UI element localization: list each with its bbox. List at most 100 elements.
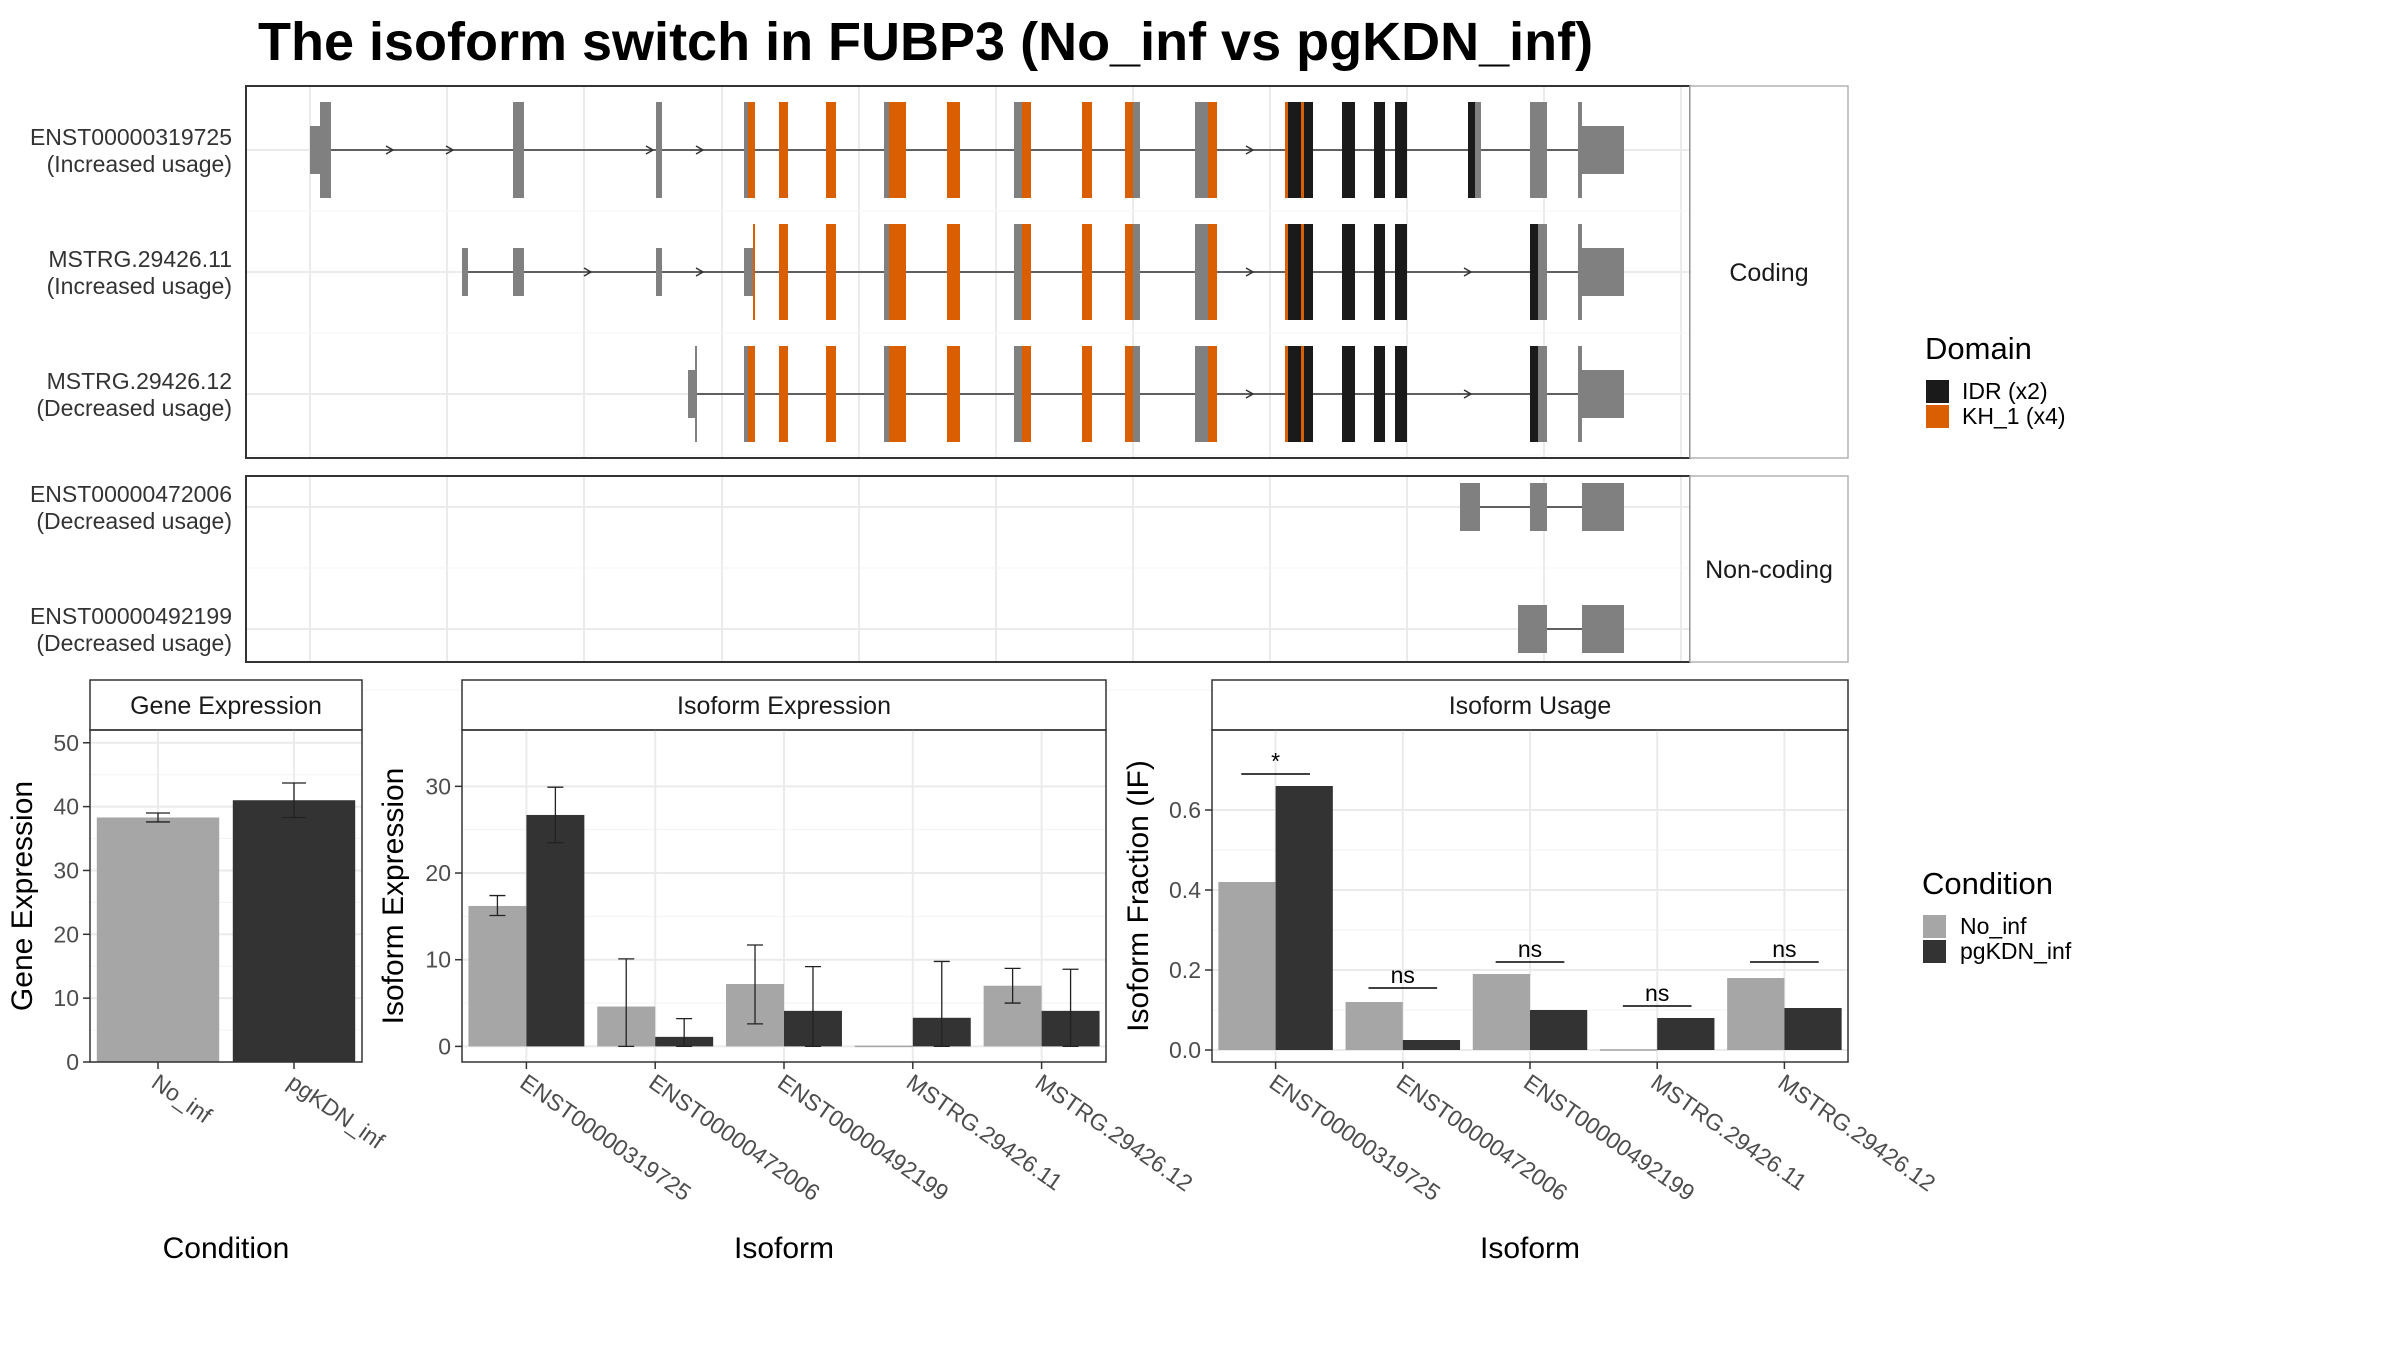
- legend-label: KH_1 (x4): [1962, 403, 2066, 429]
- exon-utr: [1530, 483, 1547, 531]
- transcript-id-label: MSTRG.29426.11: [48, 246, 232, 272]
- domain-idr: [1288, 346, 1301, 442]
- panel-strip: [1689, 85, 1849, 459]
- facet-strip-title: Isoform Expression: [677, 692, 891, 720]
- y-tick-label: 0: [66, 1049, 79, 1075]
- transcript-usage-label: (Increased usage): [47, 151, 232, 177]
- legend-swatch: [1926, 405, 1949, 428]
- exon-utr: [1133, 346, 1140, 442]
- domain-kh1: [1082, 102, 1092, 198]
- domain-idr: [1395, 224, 1407, 320]
- direction-chevron: [385, 145, 395, 155]
- y-tick-label: 30: [425, 773, 451, 799]
- domain-kh1: [779, 102, 788, 198]
- legend-label: No_inf: [1960, 913, 2027, 939]
- y-tick-label: 10: [425, 947, 451, 973]
- bar-pgKDN_inf: [232, 800, 356, 1062]
- domain-kh1: [779, 224, 788, 320]
- facet-strip: [461, 679, 1107, 731]
- bar-MSTRG.29426.12-pgKDN_inf: [1784, 1008, 1842, 1050]
- domain-kh1: [1301, 102, 1304, 198]
- domain-kh1: [753, 224, 755, 320]
- exon-utr: [1133, 224, 1140, 320]
- x-axis-title: Isoform: [1480, 1232, 1580, 1265]
- exon-utr: [320, 102, 331, 198]
- exon-utr: [884, 102, 889, 198]
- facet-strip: [1211, 679, 1849, 731]
- bar-MSTRG.29426.11-pgKDN_inf: [1657, 1018, 1715, 1050]
- legend-label: IDR (x2): [1962, 378, 2048, 404]
- y-tick-label: 30: [53, 857, 79, 883]
- exon-utr: [1195, 102, 1208, 198]
- domain-kh1: [779, 346, 788, 442]
- y-tick-label: 20: [53, 921, 79, 947]
- exon-utr: [1014, 346, 1022, 442]
- direction-chevron: [445, 145, 455, 155]
- direction-chevron: [1463, 267, 1473, 277]
- exon-utr: [1578, 224, 1582, 320]
- exon-utr: [1195, 346, 1208, 442]
- domain-kh1: [1285, 224, 1288, 320]
- transcript-id-label: ENST00000319725: [30, 124, 232, 150]
- domain-kh1: [1301, 224, 1304, 320]
- exon-utr: [744, 248, 753, 296]
- transcript-usage-label: (Decreased usage): [36, 630, 232, 656]
- domain-kh1: [1208, 346, 1217, 442]
- exon-utr: [1518, 605, 1547, 653]
- exon-utr: [1538, 346, 1547, 442]
- bar-ENST00000319725-pgKDN_inf: [526, 814, 585, 1047]
- domain-idr: [1304, 224, 1313, 320]
- domain-idr: [1342, 224, 1355, 320]
- domain-idr: [1468, 102, 1475, 198]
- legend-label: pgKDN_inf: [1960, 938, 2072, 964]
- direction-chevron: [1245, 267, 1255, 277]
- domain-kh1: [1125, 102, 1133, 198]
- domain-idr: [1530, 346, 1538, 442]
- exon-utr: [1582, 605, 1624, 653]
- exon-utr: [1578, 102, 1582, 198]
- domain-kh1: [1082, 224, 1092, 320]
- transcript-id-label: ENST00000472006: [30, 481, 232, 507]
- transcript-structure-plot: ENST00000319725(Increased usage) MSTRG.29…: [30, 85, 1849, 691]
- direction-chevron: [695, 145, 705, 155]
- domain-idr: [1395, 346, 1407, 442]
- x-tick-label: pgKDN_inf: [283, 1069, 390, 1154]
- exon-utr: [462, 248, 468, 296]
- exon-utr: [1582, 483, 1624, 531]
- domain-kh1: [1208, 224, 1217, 320]
- y-tick-label: 50: [53, 730, 79, 756]
- bar-ENST00000472006-No_inf: [1345, 1002, 1403, 1050]
- domain-kh1: [947, 346, 960, 442]
- facet-strip-title: Gene Expression: [130, 692, 322, 720]
- figure-title: The isoform switch in FUBP3 (No_inf vs p…: [258, 12, 1593, 72]
- facet-strip: [89, 679, 363, 731]
- exon-utr: [513, 102, 524, 198]
- significance-label: *: [1271, 748, 1280, 774]
- exon-utr: [1475, 102, 1481, 198]
- exon-utr: [513, 248, 524, 296]
- domain-kh1: [1208, 102, 1217, 198]
- transcript-usage-label: (Decreased usage): [36, 508, 232, 534]
- y-tick-label: 0: [438, 1033, 451, 1059]
- domain-idr: [1374, 102, 1385, 198]
- y-axis-title: Isoform Expression: [377, 768, 410, 1025]
- transcript-ENST00000492199: ENST00000492199(Decreased usage): [30, 603, 1624, 656]
- exon-utr: [688, 370, 695, 418]
- transcript-MSTRG.29426.12: MSTRG.29426.12(Decreased usage): [36, 346, 1624, 442]
- exon-utr: [1582, 126, 1624, 174]
- domain-kh1: [826, 346, 836, 442]
- panel-strip-label: Coding: [1729, 259, 1808, 287]
- domain-kh1: [748, 102, 755, 198]
- domain-idr: [1288, 224, 1301, 320]
- panel-strip-label: Non-coding: [1705, 556, 1833, 584]
- domain-idr: [1342, 346, 1355, 442]
- domain-kh1: [1285, 102, 1288, 198]
- transcript-panel-non-coding: ENST00000472006(Decreased usage)ENST0000…: [30, 475, 1849, 691]
- bar-ENST00000492199-No_inf: [1472, 974, 1530, 1050]
- domain-idr: [1304, 346, 1313, 442]
- domain-kh1: [826, 102, 836, 198]
- exon-utr: [1133, 102, 1140, 198]
- transcript-ENST00000319725: ENST00000319725(Increased usage): [30, 102, 1624, 198]
